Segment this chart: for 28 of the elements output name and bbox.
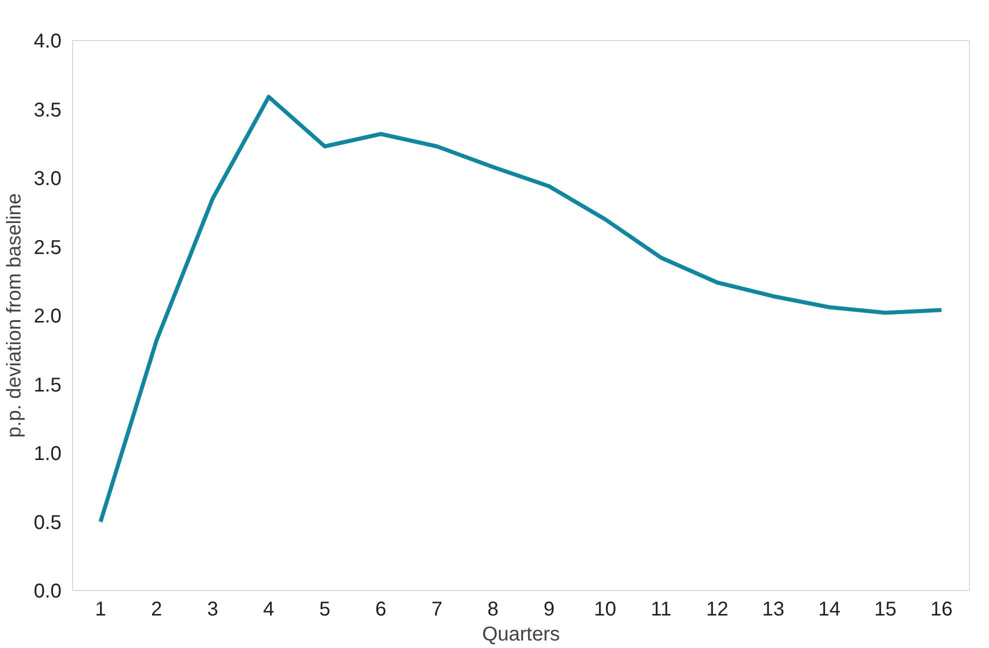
y-tick-label: 0.5 [34, 512, 62, 534]
x-tick-label: 6 [375, 598, 386, 620]
x-tick-label: 16 [930, 598, 953, 620]
y-tick-label: 3.5 [34, 99, 62, 122]
x-tick-label: 7 [431, 598, 442, 620]
x-tick-label: 4 [263, 598, 274, 620]
x-tick-label: 15 [874, 598, 897, 620]
x-tick-label: 1 [94, 598, 106, 620]
x-tick-label: 14 [818, 598, 840, 620]
y-tick-label: 4.0 [34, 30, 62, 52]
y-tick-label: 2.5 [34, 236, 62, 259]
line-series [98, 94, 944, 524]
x-tick-label: 10 [594, 598, 616, 620]
x-axis-title: Quarters [482, 624, 560, 646]
x-tick-label: 11 [650, 598, 672, 620]
x-tick-label: 9 [543, 598, 555, 620]
x-tick-label: 8 [487, 598, 499, 620]
x-tick-label: 3 [207, 598, 218, 620]
y-tick-label: 3.0 [34, 168, 62, 190]
y-tick-label: 1.0 [34, 443, 62, 465]
y-tick-label: 2.0 [34, 306, 62, 328]
x-tick-label: 12 [706, 598, 728, 620]
x-tick-label: 5 [319, 598, 330, 620]
y-tick-label: 1.5 [34, 374, 62, 396]
x-tick-label: 2 [151, 598, 162, 620]
y-axis-title: p.p. deviation from baseline [4, 193, 26, 438]
y-tick-label: 0.0 [34, 580, 62, 602]
x-tick-label: 13 [762, 598, 784, 620]
